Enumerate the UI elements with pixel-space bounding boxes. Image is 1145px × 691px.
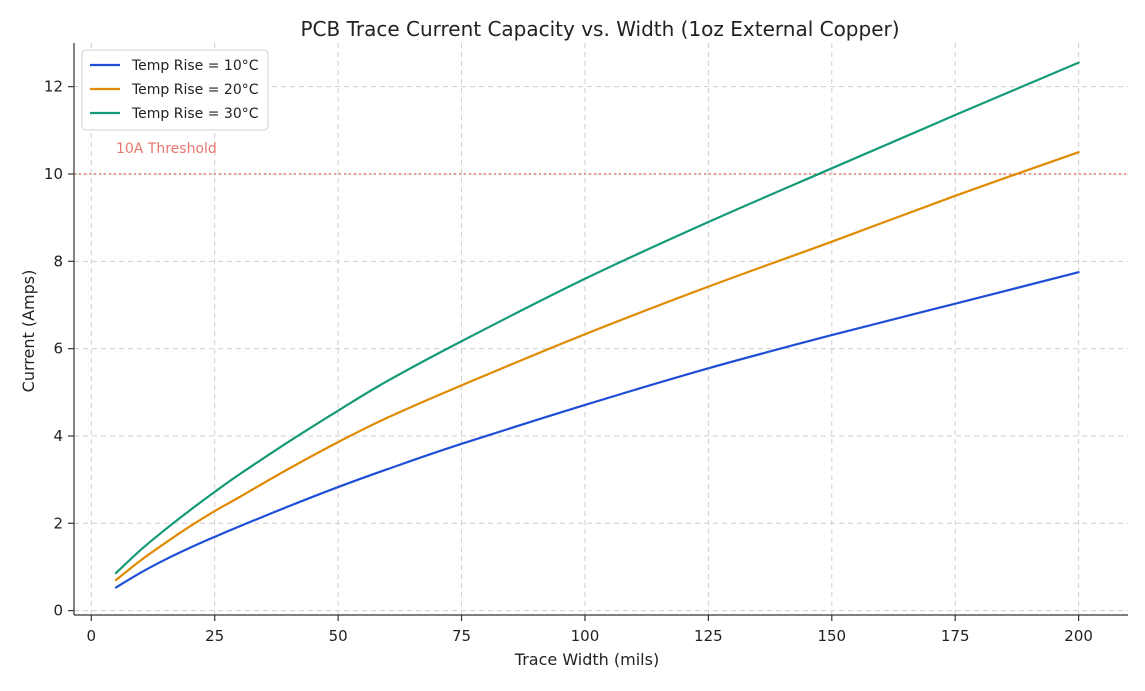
series-line-1 bbox=[114, 271, 1080, 589]
y-tick-label: 2 bbox=[53, 514, 63, 532]
y-tick-label: 6 bbox=[53, 340, 63, 358]
series-line-2 bbox=[114, 151, 1080, 582]
legend-box bbox=[81, 49, 269, 131]
x-tick-label: 150 bbox=[817, 627, 846, 645]
y-tick-label: 8 bbox=[53, 252, 63, 270]
x-tick-label: 0 bbox=[87, 627, 97, 645]
y-axis-label: Current (Amps) bbox=[19, 270, 38, 393]
threshold-label: 10A Threshold bbox=[116, 141, 217, 157]
series-lines bbox=[114, 61, 1080, 589]
legend: Temp Rise = 10°C Temp Rise = 20°C Temp Ris… bbox=[81, 49, 269, 131]
x-tick-label: 75 bbox=[452, 627, 471, 645]
x-tick-label: 125 bbox=[694, 627, 723, 645]
x-tick-label: 100 bbox=[571, 627, 600, 645]
x-tick-label: 175 bbox=[941, 627, 970, 645]
y-tick-label: 0 bbox=[53, 602, 63, 620]
legend-label: Temp Rise = 30°C bbox=[131, 106, 259, 122]
x-tick-label: 50 bbox=[329, 627, 348, 645]
chart-title: PCB Trace Current Capacity vs. Width (1o… bbox=[300, 17, 899, 41]
legend-label: Temp Rise = 10°C bbox=[131, 58, 259, 74]
x-axis-label: Trace Width (mils) bbox=[514, 650, 659, 669]
threshold-annotation: 10A Threshold bbox=[74, 141, 1128, 175]
y-tick-label: 4 bbox=[53, 427, 63, 445]
legend-label: Temp Rise = 20°C bbox=[131, 82, 259, 98]
y-tick-label: 10 bbox=[44, 165, 63, 183]
series-line-3 bbox=[114, 61, 1080, 575]
y-tick-label: 12 bbox=[44, 78, 63, 96]
x-tick-label: 200 bbox=[1064, 627, 1093, 645]
x-axis-ticks: 0 25 50 75 100 125 150 175 200 bbox=[87, 615, 1093, 645]
x-tick-label: 25 bbox=[205, 627, 224, 645]
y-axis-ticks: 0 2 4 6 8 10 12 bbox=[44, 78, 74, 620]
